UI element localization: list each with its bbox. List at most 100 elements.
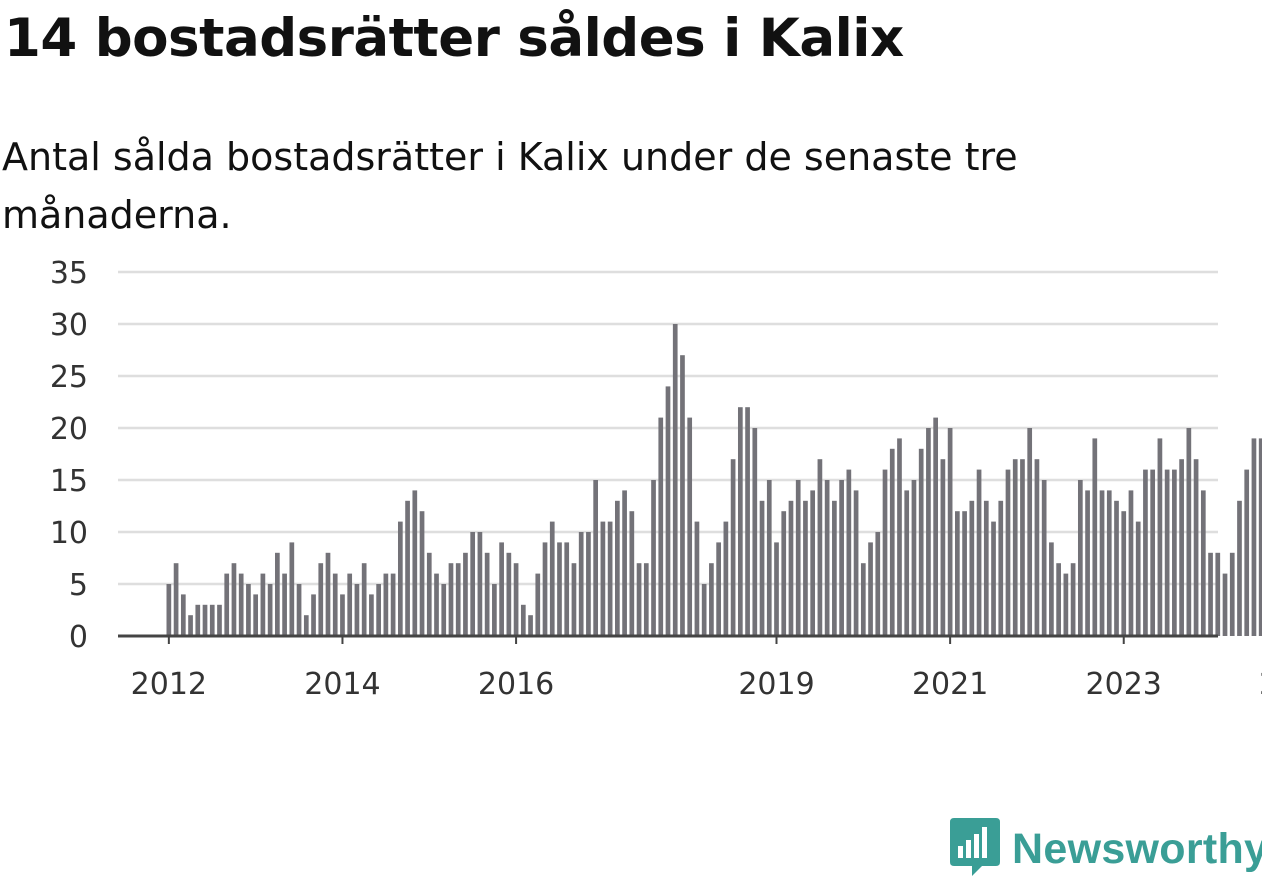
- bar-2013-06: [289, 542, 294, 636]
- bar-2023-08: [1172, 470, 1177, 636]
- bar-2017-07: [644, 563, 649, 636]
- bar-2023-03: [1136, 522, 1141, 636]
- bar-2012-01: [167, 584, 172, 636]
- bar-2019-09: [832, 501, 837, 636]
- bar-2018-03: [702, 584, 707, 636]
- bar-2023-09: [1179, 459, 1184, 636]
- bar-2016-11: [586, 532, 591, 636]
- bar-2013-10: [318, 563, 323, 636]
- bar-2016-02: [521, 605, 526, 636]
- bar-2016-06: [550, 522, 555, 636]
- bar-2012-07: [210, 605, 215, 636]
- bar-2019-02: [781, 511, 786, 636]
- bar-2023-04: [1143, 470, 1148, 636]
- bar-2016-08: [564, 542, 569, 636]
- bar-2013-09: [311, 594, 316, 636]
- bar-2017-09: [658, 418, 663, 636]
- bar-2019-12: [854, 490, 859, 636]
- bar-2014-03: [355, 584, 360, 636]
- bar-2024-05: [1237, 501, 1242, 636]
- x-tick-label-2021: 2021: [912, 667, 988, 702]
- bar-2021-12: [1027, 428, 1032, 636]
- bar-2019-01: [774, 542, 779, 636]
- bar-2023-01: [1121, 511, 1126, 636]
- bar-2013-02: [261, 574, 266, 636]
- bar-2020-02: [868, 542, 873, 636]
- bar-2022-03: [1049, 542, 1054, 636]
- bar-2019-10: [839, 480, 844, 636]
- bar-2018-07: [731, 459, 736, 636]
- bar-2020-08: [912, 480, 917, 636]
- bar-2014-08: [391, 574, 396, 636]
- bar-2015-10: [492, 584, 497, 636]
- y-tick-label-10: 10: [50, 516, 88, 551]
- bar-2023-07: [1165, 470, 1170, 636]
- bar-2022-06: [1071, 563, 1076, 636]
- bar-2014-04: [362, 563, 367, 636]
- bar-2017-02: [608, 522, 613, 636]
- bar-2016-05: [543, 542, 548, 636]
- bar-2022-07: [1078, 480, 1083, 636]
- bar-2015-11: [499, 542, 504, 636]
- bar-2022-12: [1114, 501, 1119, 636]
- bar-2023-06: [1158, 438, 1163, 636]
- bar-2014-06: [376, 584, 381, 636]
- bar-2020-04: [883, 470, 888, 636]
- bar-2015-09: [485, 553, 490, 636]
- y-tick-label-20: 20: [50, 412, 88, 447]
- bar-2018-05: [716, 542, 721, 636]
- bar-2023-12: [1201, 490, 1206, 636]
- bar-2019-07: [818, 459, 823, 636]
- bar-2013-01: [253, 594, 258, 636]
- bar-2012-12: [246, 584, 251, 636]
- bar-2023-11: [1194, 459, 1199, 636]
- bar-2015-03: [441, 584, 446, 636]
- bar-2021-01: [948, 428, 953, 636]
- bar-2013-04: [275, 553, 280, 636]
- y-tick-label-25: 25: [50, 360, 88, 395]
- bar-2022-05: [1064, 574, 1069, 636]
- bar-2018-09: [745, 407, 750, 636]
- bar-2020-01: [861, 563, 866, 636]
- bar-2015-02: [434, 574, 439, 636]
- y-tick-label-0: 0: [69, 620, 88, 655]
- chart-subtitle: Antal sålda bostadsrätter i Kalix under …: [2, 128, 1202, 244]
- bar-2017-10: [666, 386, 671, 636]
- bar-2018-11: [760, 501, 765, 636]
- bar-2020-06: [897, 438, 902, 636]
- bar-2024-01: [1208, 553, 1213, 636]
- bar-2013-07: [297, 584, 302, 636]
- bar-2022-02: [1042, 480, 1047, 636]
- bar-2018-12: [767, 480, 772, 636]
- bar-2014-05: [369, 594, 374, 636]
- bar-2017-06: [637, 563, 642, 636]
- bar-2021-10: [1013, 459, 1018, 636]
- bar-2023-02: [1129, 490, 1134, 636]
- bar-2016-10: [579, 532, 584, 636]
- bar-2012-08: [217, 605, 222, 636]
- bar-2021-11: [1020, 459, 1025, 636]
- bar-2019-03: [789, 501, 794, 636]
- bar-2021-03: [962, 511, 967, 636]
- x-tick-label-2012: 2012: [131, 667, 207, 702]
- x-tick-label-2023: 2023: [1086, 667, 1162, 702]
- x-axis-labels: 2012201420162019202120232025: [131, 636, 1262, 702]
- bar-2021-04: [969, 501, 974, 636]
- bar-2018-01: [687, 418, 692, 636]
- bar-2014-09: [398, 522, 403, 636]
- bar-2015-07: [470, 532, 475, 636]
- bar-2017-11: [673, 324, 678, 636]
- bar-2016-12: [593, 480, 598, 636]
- bar-2019-11: [846, 470, 851, 636]
- x-tick-label-2019: 2019: [738, 667, 814, 702]
- bar-2017-04: [622, 490, 627, 636]
- bar-2022-04: [1056, 563, 1061, 636]
- bar-2015-01: [427, 553, 432, 636]
- newsworthy-logo: Newsworthy: [950, 818, 1262, 880]
- bar-2020-03: [875, 532, 880, 636]
- chart-title: 14 bostadsrätter såldes i Kalix: [4, 8, 904, 69]
- bar-2020-11: [933, 418, 938, 636]
- bar-2017-08: [651, 480, 656, 636]
